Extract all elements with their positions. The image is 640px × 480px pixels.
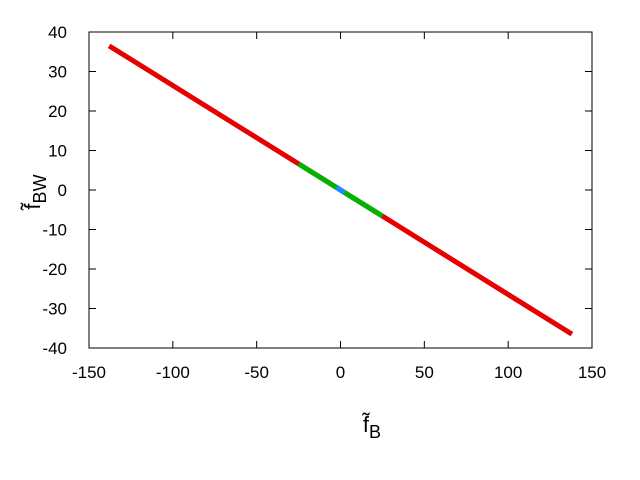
y-tick-label: -40 bbox=[42, 339, 67, 358]
x-tick-label: 50 bbox=[415, 363, 434, 382]
x-tick-label: -50 bbox=[244, 363, 269, 382]
y-axis-label: f̃BW bbox=[20, 174, 50, 211]
y-axis-label-main: f̃ bbox=[20, 202, 45, 211]
y-tick-label: 0 bbox=[58, 181, 67, 200]
x-axis-label-main: f̃ bbox=[361, 412, 370, 437]
series-line bbox=[334, 185, 347, 195]
y-tick-label: -30 bbox=[42, 300, 67, 319]
y-tick-label: -20 bbox=[42, 260, 67, 279]
y-tick-label: -10 bbox=[42, 221, 67, 240]
y-tick-label: 40 bbox=[48, 23, 67, 42]
x-tick-label: -150 bbox=[72, 363, 106, 382]
y-tick-label: 20 bbox=[48, 102, 67, 121]
x-axis-label-sub: B bbox=[369, 422, 381, 442]
y-axis-label-sub: BW bbox=[30, 174, 50, 203]
x-axis-label: f̃B bbox=[361, 412, 381, 442]
x-tick-label: 100 bbox=[494, 363, 522, 382]
x-tick-label: 0 bbox=[336, 363, 345, 382]
y-tick-label: 10 bbox=[48, 142, 67, 161]
x-tick-label: -100 bbox=[156, 363, 190, 382]
x-tick-label: 150 bbox=[578, 363, 606, 382]
y-tick-label: 30 bbox=[48, 63, 67, 82]
